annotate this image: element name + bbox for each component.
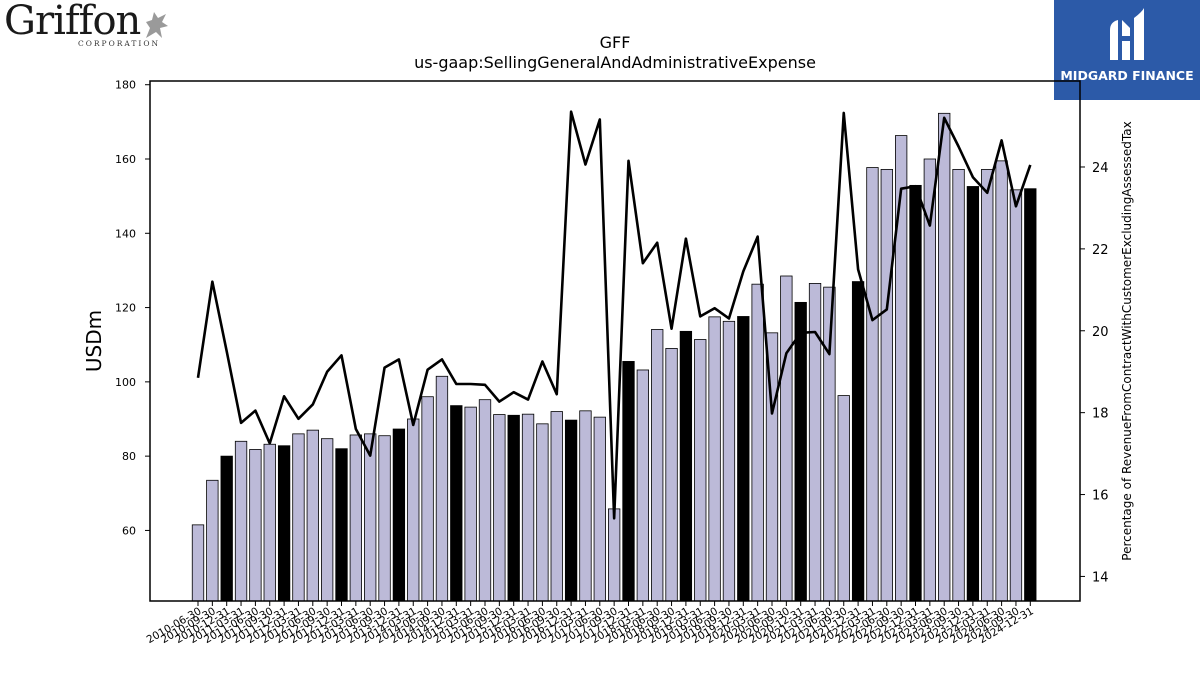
bar-2016-03-31 xyxy=(521,413,535,602)
left-y-axis: 60 80 100 120 140 160 180 xyxy=(115,79,150,537)
bar-2018-06-30 xyxy=(651,329,664,602)
bar-2016-06-30 xyxy=(536,423,549,602)
bar-2013-12-31 xyxy=(392,428,406,602)
bar-2017-03-31 xyxy=(579,410,592,602)
bar-2017-09-30 xyxy=(608,508,621,602)
bar-2015-03-31 xyxy=(464,406,477,602)
y-tick-label: 60 xyxy=(122,524,136,537)
bar-2010-06-30 xyxy=(191,524,205,602)
y-tick-label: 160 xyxy=(115,153,136,166)
y2-tick-label: 18 xyxy=(1092,407,1109,422)
y2-tick-label: 22 xyxy=(1092,243,1109,258)
percentage-line xyxy=(196,110,1032,520)
bar-2010-12-31 xyxy=(220,455,233,602)
percentage-line-series xyxy=(196,110,1032,520)
bar-2013-06-30 xyxy=(364,433,377,602)
chart-title: GFF xyxy=(600,33,631,52)
bar-2024-06-30 xyxy=(995,160,1008,602)
bar-2015-12-31 xyxy=(507,414,520,602)
x-axis: 2010-06-302010-09-302010-12-312011-03-31… xyxy=(145,601,1036,646)
y-tick-label: 120 xyxy=(115,302,136,315)
midgard-logo-icon xyxy=(1110,8,1144,60)
bar-2021-09-30 xyxy=(837,395,850,602)
bar-2011-09-30 xyxy=(263,443,276,602)
y-axis-label: USDm xyxy=(82,310,106,372)
bar-2022-03-31 xyxy=(866,167,879,602)
bar-2014-12-31 xyxy=(450,405,463,602)
griffon-logo-wordmark: Griffon xyxy=(4,0,141,44)
right-y-axis: 14 16 18 20 22 24 xyxy=(1080,161,1109,585)
bar-2024-09-30 xyxy=(1009,189,1023,602)
chart-subtitle: us-gaap:SellingGeneralAndAdministrativeE… xyxy=(414,53,816,72)
bar-2015-09-30 xyxy=(493,414,506,602)
bar-2019-09-30 xyxy=(722,320,736,602)
y-tick-label: 80 xyxy=(122,450,136,463)
bar-2019-12-31 xyxy=(737,316,750,602)
bar-2022-06-30 xyxy=(880,168,893,602)
bar-2013-09-30 xyxy=(378,435,391,602)
bar-2012-06-30 xyxy=(306,429,319,602)
bar-2012-03-31 xyxy=(292,433,305,602)
y-tick-label: 140 xyxy=(115,227,136,240)
bar-2012-12-31 xyxy=(335,448,348,602)
bar-2023-12-31 xyxy=(966,186,980,602)
y2-tick-label: 16 xyxy=(1092,489,1109,504)
griffon-logo-subtitle: CORPORATION xyxy=(78,39,161,48)
bar-2011-12-31 xyxy=(277,445,291,602)
bar-2018-12-31 xyxy=(679,330,693,602)
bar-2013-03-31 xyxy=(349,434,363,602)
bar-2014-06-30 xyxy=(421,396,434,602)
bar-2022-09-30 xyxy=(895,135,908,602)
bar-2017-06-30 xyxy=(593,416,606,602)
bar-series xyxy=(191,112,1037,602)
bar-2017-12-31 xyxy=(622,361,635,602)
bar-2023-06-30 xyxy=(938,112,951,602)
griffin-icon xyxy=(146,12,168,38)
plot-frame xyxy=(149,80,1081,602)
bar-2016-12-31 xyxy=(564,419,578,602)
y-tick-label: 100 xyxy=(115,376,136,389)
bar-2018-09-30 xyxy=(665,348,678,602)
bar-2014-09-30 xyxy=(435,375,449,602)
bar-2022-12-31 xyxy=(909,184,922,602)
bar-2015-06-30 xyxy=(478,399,492,602)
bar-2016-09-30 xyxy=(550,411,563,602)
bar-2019-03-31 xyxy=(694,339,707,602)
bar-2011-03-31 xyxy=(234,440,248,602)
bar-2014-03-31 xyxy=(407,418,420,602)
bar-2018-03-31 xyxy=(636,369,649,602)
bar-2011-06-30 xyxy=(249,449,262,602)
bar-2020-09-30 xyxy=(780,275,793,602)
midgard-finance-logo: MIDGARD FINANCE xyxy=(1054,0,1200,100)
y2-axis-label: Percentage of RevenueFromContractWithCus… xyxy=(1120,121,1134,560)
bar-2024-12-31 xyxy=(1024,188,1037,602)
bar-2019-06-30 xyxy=(708,316,721,602)
midgard-logo-text: MIDGARD FINANCE xyxy=(1060,68,1194,83)
bar-2023-09-30 xyxy=(952,168,965,602)
y2-tick-label: 14 xyxy=(1092,570,1109,585)
griffon-logo: Griffon CORPORATION xyxy=(4,0,174,48)
y2-tick-label: 24 xyxy=(1092,161,1109,176)
bar-2024-03-31 xyxy=(981,168,994,602)
bar-2020-12-31 xyxy=(794,301,807,602)
bar-2021-12-31 xyxy=(851,281,865,602)
bar-2012-09-30 xyxy=(320,438,334,602)
bar-2010-09-30 xyxy=(206,479,219,602)
bar-2020-03-31 xyxy=(751,283,764,602)
y2-tick-label: 20 xyxy=(1092,325,1109,340)
y-tick-label: 180 xyxy=(115,79,136,92)
